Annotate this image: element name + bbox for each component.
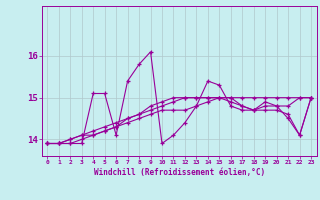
X-axis label: Windchill (Refroidissement éolien,°C): Windchill (Refroidissement éolien,°C) [94,168,265,177]
